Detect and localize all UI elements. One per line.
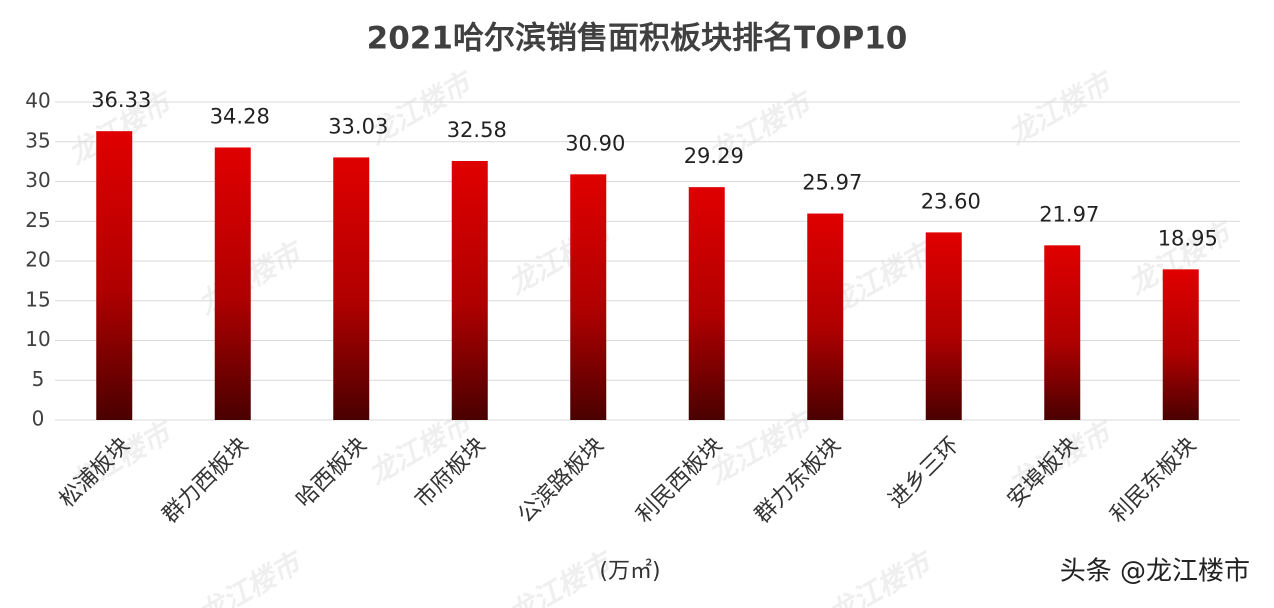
value-label: 36.33 [91,88,151,112]
y-tick-label: 20 [25,248,50,272]
x-tick-label: 进乡三环 [884,433,964,513]
x-tick-label: 哈西板块 [292,433,372,513]
value-label: 33.03 [328,114,388,138]
bar [1162,269,1199,420]
y-tick-label: 15 [25,287,50,311]
bar [96,131,133,420]
watermark: 龙江楼市 [192,544,310,608]
bar [807,213,844,420]
value-label: 29.29 [684,144,744,168]
y-tick-label: 25 [25,208,50,232]
bar [451,160,488,420]
watermark: 龙江楼市 [1002,64,1120,151]
axis-unit: (万㎡) [599,558,660,584]
x-tick-label: 利民东板块 [1106,433,1201,528]
bar [214,147,251,420]
value-label: 21.97 [1039,202,1099,226]
bar [925,232,962,420]
value-label: 18.95 [1158,226,1218,250]
x-tick-label: 公滨路板块 [513,433,608,528]
watermark: 龙江楼市 [822,544,940,608]
bar [333,157,370,420]
y-tick-label: 40 [25,89,50,113]
value-label: 23.60 [921,189,981,213]
value-label: 32.58 [447,118,507,142]
watermark: 龙江楼市 [192,234,310,321]
bar [1044,245,1081,420]
chart-title: 2021哈尔滨销售面积板块排名TOP10 [367,21,908,57]
bar [688,187,725,420]
value-label: 34.28 [210,104,270,128]
watermark: 龙江楼市 [502,544,620,608]
credit: 头条 @龙江楼市 [1060,557,1250,587]
value-label: 25.97 [802,171,862,195]
y-tick-label: 10 [25,327,50,351]
y-tick-label: 5 [32,367,45,391]
bar [570,174,607,420]
y-tick-label: 30 [25,168,50,192]
y-tick-label: 35 [25,128,50,152]
value-label: 30.90 [565,131,625,155]
y-tick-label: 0 [32,407,45,431]
